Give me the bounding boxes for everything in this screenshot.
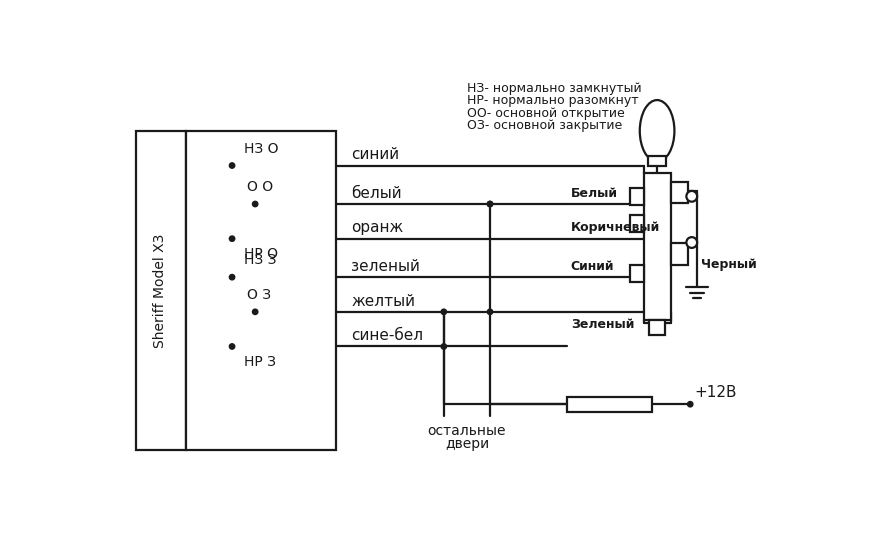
Text: двери: двери — [445, 437, 489, 451]
Text: НР- нормально разомкнут: НР- нормально разомкнут — [467, 94, 638, 107]
Text: остальные: остальные — [428, 424, 507, 438]
Text: белый: белый — [352, 186, 402, 201]
Text: зеленый: зеленый — [352, 259, 420, 274]
Text: сине-бел: сине-бел — [352, 328, 423, 343]
Circle shape — [229, 163, 235, 168]
Circle shape — [229, 344, 235, 349]
Text: синий: синий — [352, 147, 400, 162]
Text: НР О: НР О — [244, 247, 278, 261]
Text: О З: О З — [248, 288, 271, 302]
Text: ОО- основной открытие: ОО- основной открытие — [467, 107, 625, 119]
Ellipse shape — [640, 100, 674, 162]
Circle shape — [686, 191, 697, 201]
Circle shape — [688, 402, 693, 407]
Bar — [186, 131, 336, 450]
Text: Коричневый: Коричневый — [571, 222, 660, 234]
Text: Черный: Черный — [701, 258, 757, 271]
Text: НЗ- нормально замкнутый: НЗ- нормально замкнутый — [467, 82, 642, 95]
Bar — [644, 173, 671, 320]
Circle shape — [253, 201, 258, 206]
Text: НР З: НР З — [244, 355, 276, 369]
Circle shape — [487, 201, 492, 206]
Circle shape — [253, 309, 258, 315]
Circle shape — [487, 201, 492, 206]
Bar — [630, 188, 644, 205]
Text: НЗ З: НЗ З — [244, 253, 276, 267]
Bar — [567, 397, 652, 412]
Bar — [650, 320, 665, 335]
Bar — [136, 131, 186, 450]
Bar — [630, 215, 644, 232]
Text: ОЗ- основной закрытие: ОЗ- основной закрытие — [467, 119, 622, 132]
Text: Белый: Белый — [571, 187, 618, 200]
Bar — [648, 156, 667, 166]
Text: +12В: +12В — [694, 385, 736, 400]
Text: НЗ О: НЗ О — [244, 142, 278, 156]
Circle shape — [229, 236, 235, 242]
Bar — [630, 265, 644, 282]
Circle shape — [686, 237, 697, 248]
Circle shape — [487, 309, 492, 315]
Text: оранж: оранж — [352, 220, 404, 235]
Text: О О: О О — [248, 180, 273, 194]
Text: Зеленый: Зеленый — [571, 318, 634, 331]
Bar — [671, 243, 688, 265]
Circle shape — [441, 309, 446, 315]
Circle shape — [441, 344, 446, 349]
Text: Sheriff Model X3: Sheriff Model X3 — [154, 234, 167, 348]
Text: желтый: желтый — [352, 294, 415, 309]
Text: Синий: Синий — [571, 260, 614, 273]
Circle shape — [229, 275, 235, 280]
Bar — [671, 182, 688, 203]
